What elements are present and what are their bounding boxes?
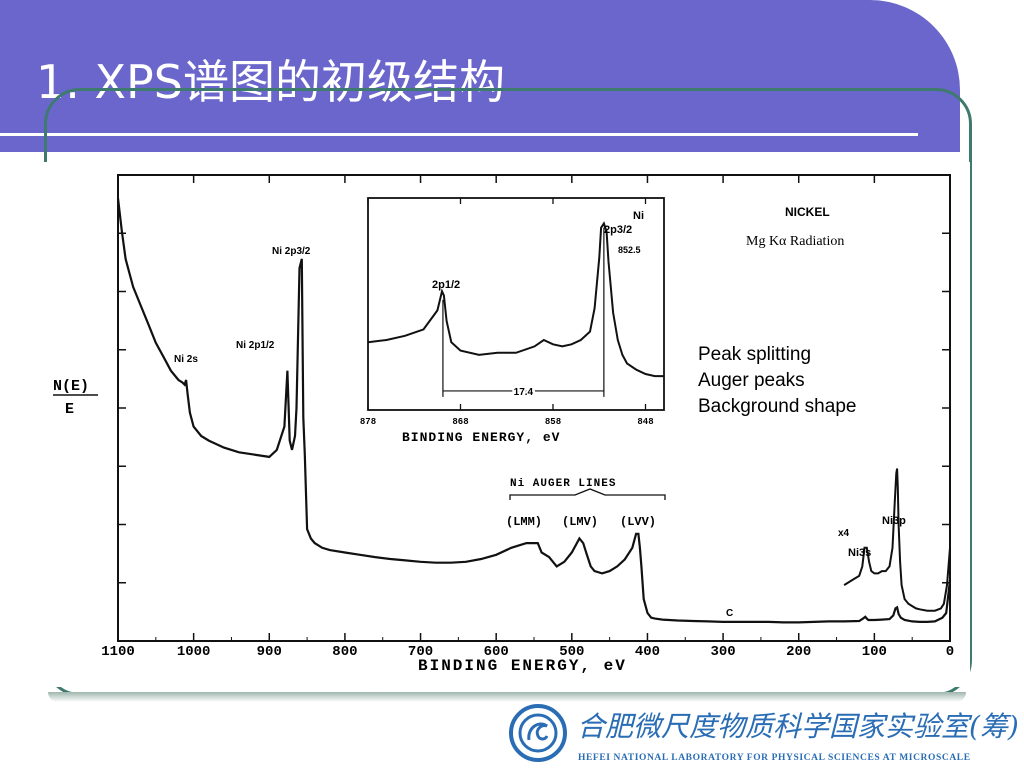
main-x-tick-label: 800 [332,644,357,660]
note-background-shape: Background shape [698,396,856,417]
logo-spiral-icon [527,722,549,741]
inset-x-tick-label: 868 [452,417,468,427]
label-lvv: (LVV) [620,515,656,529]
main-x-tick-label: 300 [710,644,735,660]
logo-chinese-name: 合肥微尺度物质科学国家实验室(筹) [577,710,1019,743]
inset-label-2p32-value: 852.5 [618,245,641,255]
label-ni3p: Ni3p [882,515,906,527]
note-peak-splitting: Peak splitting [698,344,811,365]
inset-label-2p12: 2p1/2 [432,279,460,291]
main-x-tick-label: 600 [484,644,509,660]
inset-x-tick-label: 878 [360,417,376,427]
label-radiation: Mg Kα Radiation [746,234,844,249]
inset-label-2p32: 2p3/2 [604,224,632,236]
lab-logo-svg: 合肥微尺度物质科学国家实验室(筹) HEFEI NATIONAL LABORAT… [509,704,1019,763]
main-spectrum-curve [116,198,952,624]
main-x-tick-label: 200 [786,644,811,660]
inset-x-tick-labels: 878 868 858 848 [360,417,654,427]
y-axis-label-denominator: E [65,401,74,418]
main-x-tick-label: 1000 [177,644,211,660]
label-ni3s: Ni3s [848,547,871,559]
label-lmm: (LMM) [506,515,542,529]
label-c: C [726,608,733,619]
title-bar: 1. XPS谱图的初级结构 [0,0,960,152]
slide-title: 1. XPS谱图的初级结构 [36,55,505,109]
note-auger-peaks: Auger peaks [698,370,805,391]
main-x-axis-label: BINDING ENERGY, eV [418,657,627,675]
main-x-tick-labels: 1100 1000 900 800 700 600 500 400 300 200 100 0 [101,644,954,660]
main-x-tick-label: 900 [257,644,282,660]
inset-x-ticks [367,198,647,410]
label-lmv: (LMV) [562,515,598,529]
label-ni-2s: Ni 2s [174,354,198,365]
inset-x-axis-label: BINDING ENERGY, eV [402,430,560,445]
main-x-ticks [117,175,951,641]
label-x4: x4 [838,528,850,539]
auger-group-brace [509,488,666,500]
label-sample: NICKEL [785,205,830,219]
lab-logo: 合肥微尺度物质科学国家实验室(筹) HEFEI NATIONAL LABORAT… [505,700,1024,768]
inset-x-tick-label: 848 [637,417,653,427]
main-x-tick-label: 0 [946,644,954,660]
main-x-tick-label: 500 [559,644,584,660]
xps-spectrum-figure: 1100 1000 900 800 700 600 500 400 300 200 100 0 N(E… [40,162,970,687]
main-x-tick-label: 1100 [101,644,135,660]
frame-shadow [48,692,966,702]
x4-spectrum-curve [843,468,951,612]
inset-label-ni: Ni [633,210,644,222]
inset-label-splitting: 17.4 [514,387,534,398]
main-x-tick-label: 400 [635,644,660,660]
label-auger-group: Ni AUGER LINES [510,478,616,490]
main-x-tick-label: 100 [862,644,887,660]
xps-spectrum-svg: 1100 1000 900 800 700 600 500 400 300 200 100 0 N(E… [40,162,970,687]
logo-english-name: HEFEI NATIONAL LABORATORY FOR PHYSICAL S… [578,753,971,763]
inset-spectrum-curve [367,221,664,378]
inset-plot-frame [367,197,665,411]
main-x-tick-label: 700 [408,644,433,660]
inset-x-tick-label: 858 [545,417,561,427]
label-ni-2p32: Ni 2p3/2 [272,246,311,257]
label-ni-2p12: Ni 2p1/2 [236,340,275,351]
title-underline [0,133,918,136]
y-axis-label-numerator: N(E) [53,378,89,395]
